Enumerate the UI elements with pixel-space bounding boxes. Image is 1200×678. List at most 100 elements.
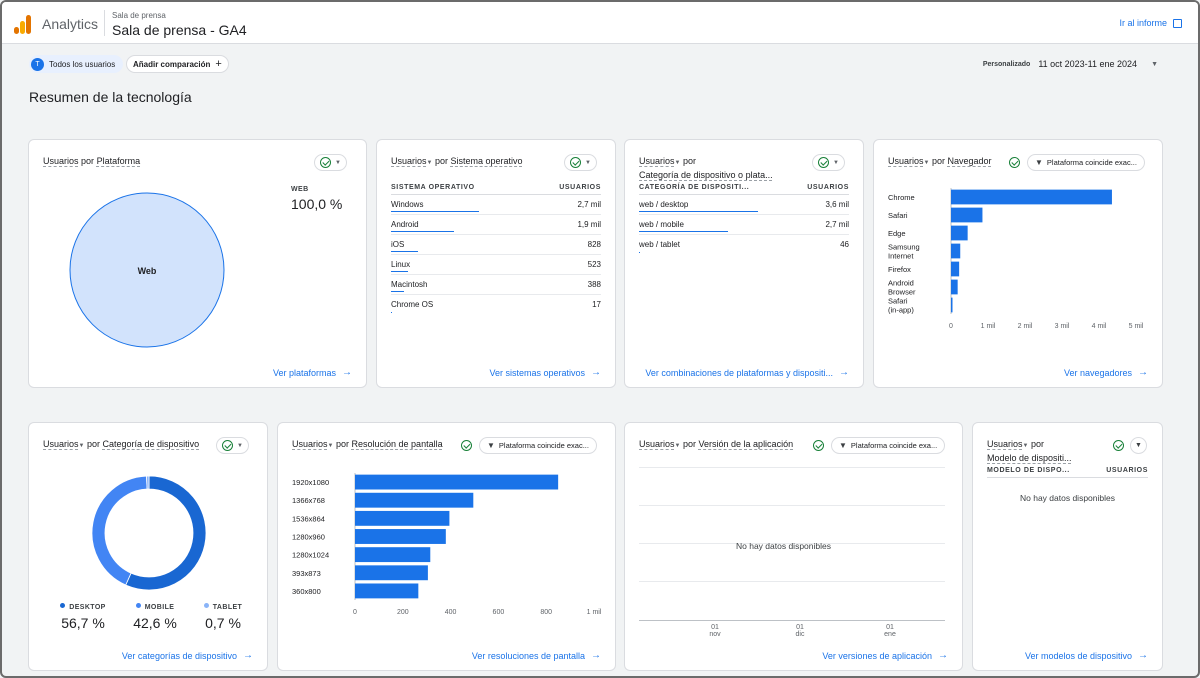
bar-samsung-internet [951,243,961,259]
view-resolutions-link[interactable]: Ver resoluciones de pantalla → [472,650,601,661]
chevron-down-icon: ▼ [585,159,591,166]
x-tick-label: 400 [445,609,457,616]
platform-filter-chip[interactable]: ▼ Plataforma coincide exac... [1027,154,1145,171]
card-os: Usuarios▼ por Sistema operativo ▼ SISTEM… [376,139,616,388]
view-platform-device-combinations-link[interactable]: Ver combinaciones de plataformas y dispo… [645,367,849,378]
card-title[interactable]: Usuarios▼ por Resolución de pantalla [292,438,443,452]
platform-filter-chip[interactable]: ▼ Plataforma coincide exa... [831,437,946,454]
category-label: 360x800 [292,587,321,596]
dimension-selector[interactable]: Categoría de dispositivo o plata... [639,170,773,180]
card-options-button[interactable]: ▼ [812,154,845,171]
card-title[interactable]: Usuarios▼ por Categoría de dispositivo o… [639,155,789,181]
metric-selector[interactable]: Usuarios [888,156,924,166]
bar-360x800 [355,583,419,599]
column-header-users[interactable]: USUARIOS [1106,467,1148,474]
card-title[interactable]: Usuarios▼ por Navegador [888,155,992,169]
card-title[interactable]: Usuarios▼ por Versión de la aplicación [639,438,793,452]
card-title[interactable]: Usuarios por Plataforma [43,155,140,167]
card-device-platform: Usuarios▼ por Categoría de dispositivo o… [624,139,864,388]
top-bar: Analytics Sala de prensa Sala de prensa … [2,2,1198,44]
dimension-selector[interactable]: Resolución de pantalla [351,439,443,449]
segment-chip-all-users[interactable]: T Todos los usuarios [29,55,124,73]
check-circle-icon[interactable] [1009,157,1020,168]
metric-selector[interactable]: Usuarios [43,156,79,166]
x-tick-label: 1 mil [587,609,602,616]
view-browsers-link[interactable]: Ver navegadores → [1064,367,1148,378]
card-title[interactable]: Usuarios▼ por Sistema operativo [391,155,523,169]
card-title[interactable]: Usuarios▼ por Categoría de dispositivo [43,438,199,452]
card-options-button[interactable]: ▼ [564,154,597,171]
legend-value: 56,7 % [61,615,105,631]
bar-1536x864 [355,510,450,526]
property-name[interactable]: Sala de prensa - GA4 [112,22,247,38]
column-header-users[interactable]: USUARIOS [559,184,601,191]
row-bar [391,290,404,292]
add-comparison-button[interactable]: Añadir comparación + [126,55,229,73]
check-circle-icon[interactable] [461,440,472,451]
card-options-button[interactable]: ▼ [216,437,249,454]
dimension-selector[interactable]: Navegador [947,156,992,166]
table-row[interactable]: Android 1,9 mil [391,215,601,235]
metric-selector[interactable]: Usuarios [292,439,328,449]
dimension-selector[interactable]: Modelo de dispositi... [987,453,1072,463]
segment-avatar: T [31,57,44,71]
check-circle-icon[interactable] [1113,440,1124,451]
chevron-down-icon: ▼ [335,159,341,166]
property-account[interactable]: Sala de prensa [112,11,166,20]
view-device-models-link[interactable]: Ver modelos de dispositivo → [1025,650,1148,661]
table-row[interactable]: Chrome OS 17 [391,295,601,315]
filter-bar: T Todos los usuarios Añadir comparación … [2,54,1198,74]
table-row[interactable]: Macintosh 388 [391,275,601,295]
dimension-selector[interactable]: Categoría de dispositivo [102,439,200,449]
x-tick-label: 5 mil [1129,323,1144,330]
table-row[interactable]: Windows 2,7 mil [391,195,601,215]
column-header-model[interactable]: MODELO DE DISPO... [987,467,1070,474]
card-browser: Usuarios▼ por Navegador ▼ Plataforma coi… [873,139,1163,388]
dimension-selector[interactable]: Versión de la aplicación [698,439,794,449]
gridline [639,467,945,468]
table-header: MODELO DE DISPO... USUARIOS [987,467,1148,478]
x-tick-month: nov [709,631,721,638]
metric-selector[interactable]: Usuarios [639,156,675,166]
category-label: 1920x1080 [292,478,329,487]
device-platform-table: CATEGORÍA DE DISPOSITI... USUARIOS web /… [639,184,849,255]
metric-selector[interactable]: Usuarios [639,439,675,449]
table-row[interactable]: web / tablet 46 [639,235,849,255]
page-title: Resumen de la tecnología [29,89,192,105]
row-bar [391,270,408,272]
table-row[interactable]: iOS 828 [391,235,601,255]
go-to-report-label: Ir al informe [1119,18,1167,28]
view-app-versions-link[interactable]: Ver versiones de aplicación → [822,650,948,661]
row-bar [639,230,728,232]
row-label: Android [391,220,419,229]
go-to-report-link[interactable]: Ir al informe [1119,18,1182,28]
column-header-os[interactable]: SISTEMA OPERATIVO [391,184,475,191]
metric-selector[interactable]: Usuarios [43,439,79,449]
view-device-categories-link[interactable]: Ver categorías de dispositivo → [122,650,253,661]
table-row[interactable]: web / mobile 2,7 mil [639,215,849,235]
platform-filter-chip[interactable]: ▼ Plataforma coincide exac... [479,437,597,454]
card-title[interactable]: Usuarios▼ por Modelo de dispositi... [987,438,1097,464]
category-label: Edge [888,229,906,238]
card-options-button[interactable]: ▼ [314,154,347,171]
column-header-users[interactable]: USUARIOS [807,184,849,191]
dimension-selector[interactable]: Plataforma [96,156,141,166]
metric-selector[interactable]: Usuarios [391,156,427,166]
no-data-message: No hay datos disponibles [736,541,831,551]
check-circle-icon[interactable] [813,440,824,451]
view-os-link[interactable]: Ver sistemas operativos → [489,367,601,378]
legend-value: 42,6 % [133,615,177,631]
filter-button[interactable]: ▼ [1130,437,1147,454]
dimension-selector[interactable]: Sistema operativo [450,156,523,166]
x-tick-month: dic [795,631,805,638]
view-platforms-link[interactable]: Ver plataformas → [273,367,352,378]
table-row[interactable]: Linux 523 [391,255,601,275]
arrow-right-icon: → [243,650,253,661]
row-label: Chrome OS [391,300,434,309]
metric-selector[interactable]: Usuarios [987,439,1023,449]
pie-label-web: Web [138,266,157,276]
date-range-picker[interactable]: Personalizado 11 oct 2023-11 ene 2024 ▼ [983,59,1158,69]
column-header-category[interactable]: CATEGORÍA DE DISPOSITI... [639,184,750,191]
table-row[interactable]: web / desktop 3,6 mil [639,195,849,215]
